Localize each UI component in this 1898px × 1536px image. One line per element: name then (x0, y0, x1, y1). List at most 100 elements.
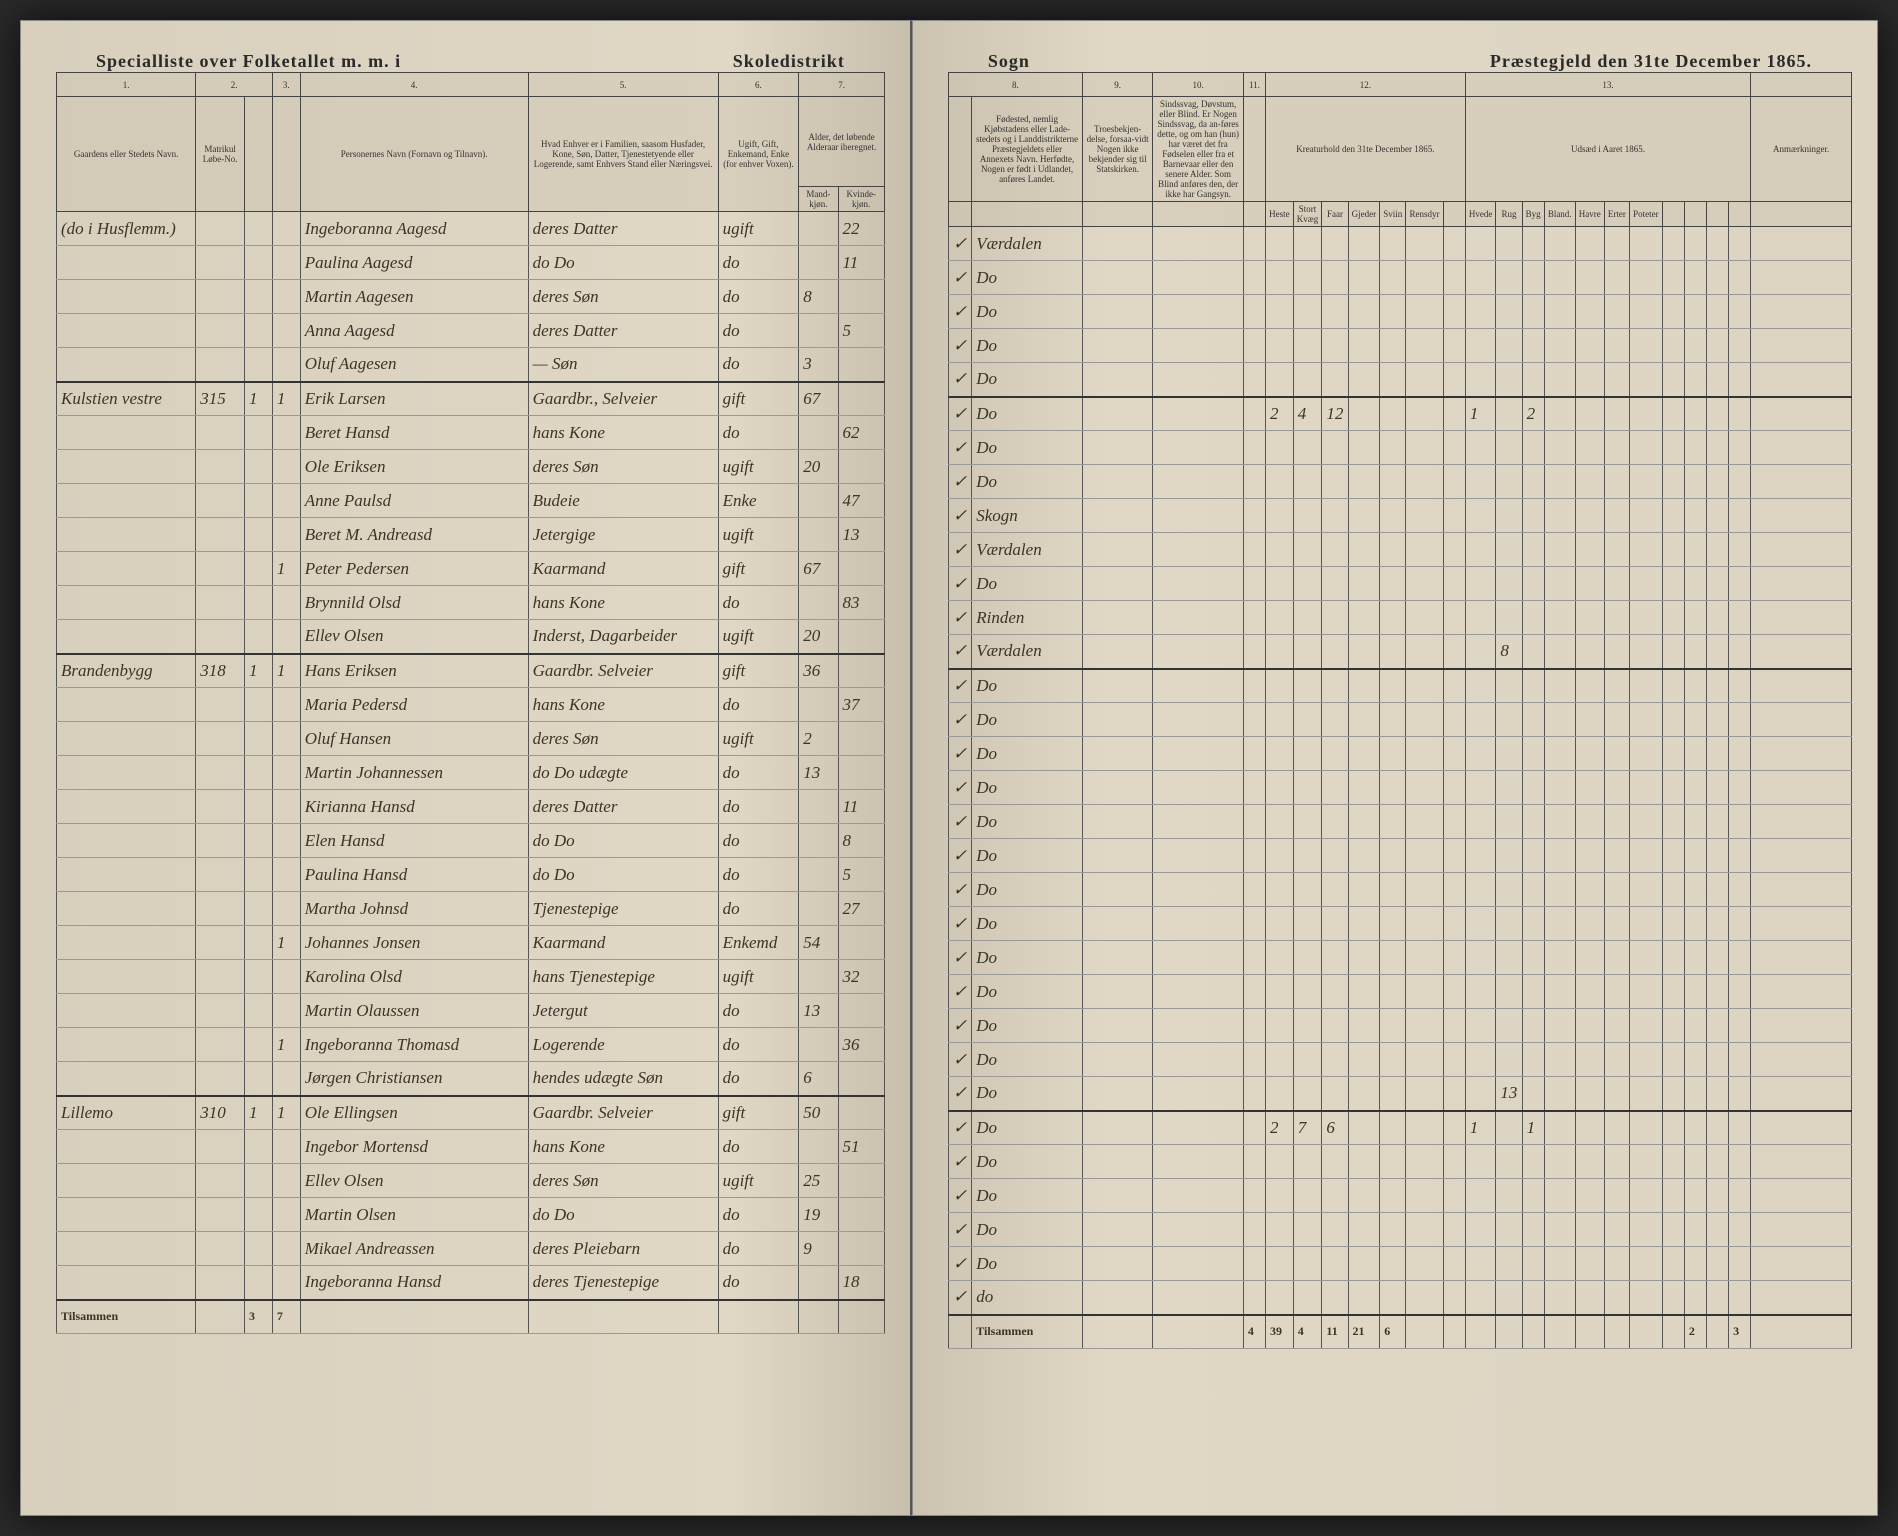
cell-mat (196, 1198, 245, 1232)
cell-livestock (1443, 397, 1465, 431)
cell-mark: ✓ (948, 567, 971, 601)
cell-seed (1729, 1213, 1751, 1247)
cell-livestock (1406, 669, 1443, 703)
cell-seed (1662, 635, 1684, 669)
cell-seed (1706, 295, 1728, 329)
cell-seed (1544, 839, 1575, 873)
cell-seed (1684, 1009, 1706, 1043)
cell-age-f: 13 (838, 518, 884, 552)
cell-p (272, 1198, 300, 1232)
cell-birthplace: Do (972, 975, 1083, 1009)
table-row: ✓ Do (948, 567, 1851, 601)
cell-livestock (1266, 975, 1294, 1009)
table-row: ✓ Do (948, 839, 1851, 873)
cell-livestock (1348, 227, 1380, 261)
cell-livestock (1443, 975, 1465, 1009)
cell-age-f: 47 (838, 484, 884, 518)
cell-seed (1522, 261, 1544, 295)
cell-livestock (1380, 601, 1406, 635)
h-mat: Matrikul Løbe-No. (196, 97, 245, 212)
cell-livestock (1322, 839, 1348, 873)
cell-seed (1575, 363, 1604, 397)
cell-seed (1729, 1179, 1751, 1213)
cell-seed (1522, 1043, 1544, 1077)
cell-livestock (1266, 1213, 1294, 1247)
cell-livestock (1443, 363, 1465, 397)
cell-status: do (718, 790, 799, 824)
cell-livestock (1322, 363, 1348, 397)
cell-seed (1544, 771, 1575, 805)
col-10: 10. (1153, 73, 1244, 97)
cell-seed (1706, 941, 1728, 975)
cell-livestock (1406, 363, 1443, 397)
cell-seed (1522, 499, 1544, 533)
cell-seed (1662, 465, 1684, 499)
cell-seed (1684, 1111, 1706, 1145)
cell-seed (1604, 907, 1629, 941)
cell-seed (1706, 1043, 1728, 1077)
table-row: ✓ Do (948, 805, 1851, 839)
table-row: ✓ Do (948, 669, 1851, 703)
cell-name: Karolina Olsd (300, 960, 528, 994)
cell-seed (1729, 907, 1751, 941)
cell-p (272, 450, 300, 484)
col-5: 5. (528, 73, 718, 97)
cell-seed (1604, 635, 1629, 669)
cell-name: Brynnild Olsd (300, 586, 528, 620)
cell-seed (1629, 1043, 1662, 1077)
cell-h (245, 1198, 273, 1232)
cell-p (272, 246, 300, 280)
cell-seed (1522, 295, 1544, 329)
cell-livestock (1348, 907, 1380, 941)
cell-name: Kirianna Hansd (300, 790, 528, 824)
cell-birthplace: Do (972, 465, 1083, 499)
cell-seed (1465, 907, 1496, 941)
cell-p (272, 1266, 300, 1300)
cell-birthplace: Do (972, 397, 1083, 431)
table-row: ✓ Do (948, 329, 1851, 363)
cell-place (57, 688, 196, 722)
cell-livestock (1293, 499, 1322, 533)
cell-birthplace: Do (972, 261, 1083, 295)
cell-seed (1662, 669, 1684, 703)
cell-seed (1522, 1213, 1544, 1247)
table-row: (do i Husflemm.) Ingeboranna Aagesd dere… (57, 212, 885, 246)
footer-h: 3 (245, 1300, 273, 1334)
table-row: Martin Olsen do Do do 19 (57, 1198, 885, 1232)
cell-place: Lillemo (57, 1096, 196, 1130)
table-row: ✓ Do (948, 261, 1851, 295)
cell-birthplace: Do (972, 771, 1083, 805)
cell-livestock (1443, 261, 1465, 295)
cell-birthplace: Værdalen (972, 533, 1083, 567)
cell-birthplace: do (972, 1281, 1083, 1315)
cell-seed (1496, 703, 1522, 737)
cell-p (272, 586, 300, 620)
cell-age-m: 13 (799, 994, 838, 1028)
cell-seed (1575, 1281, 1604, 1315)
cell-livestock (1380, 499, 1406, 533)
cell-seed (1604, 737, 1629, 771)
cell-seed (1706, 873, 1728, 907)
cell-seed (1544, 261, 1575, 295)
cell-status: gift (718, 1096, 799, 1130)
rt-2: 11 (1322, 1315, 1348, 1349)
cell-status: Enkemd (718, 926, 799, 960)
cell-seed (1684, 1179, 1706, 1213)
cell-age-f (838, 382, 884, 416)
cell-seed (1544, 567, 1575, 601)
h-livestock: Kreaturhold den 31te December 1865. (1266, 97, 1466, 202)
cell-rel: deres Søn (528, 450, 718, 484)
cell-seed (1629, 1077, 1662, 1111)
cell-livestock (1322, 261, 1348, 295)
cell-mat (196, 994, 245, 1028)
cell-seed (1544, 703, 1575, 737)
cell-seed (1465, 1247, 1496, 1281)
cell-seed (1684, 771, 1706, 805)
cell-livestock (1322, 567, 1348, 601)
cell-p: 1 (272, 654, 300, 688)
cell-mat (196, 1266, 245, 1300)
cell-seed (1706, 669, 1728, 703)
cell-seed (1496, 533, 1522, 567)
cell-birthplace: Do (972, 839, 1083, 873)
cell-seed (1684, 261, 1706, 295)
